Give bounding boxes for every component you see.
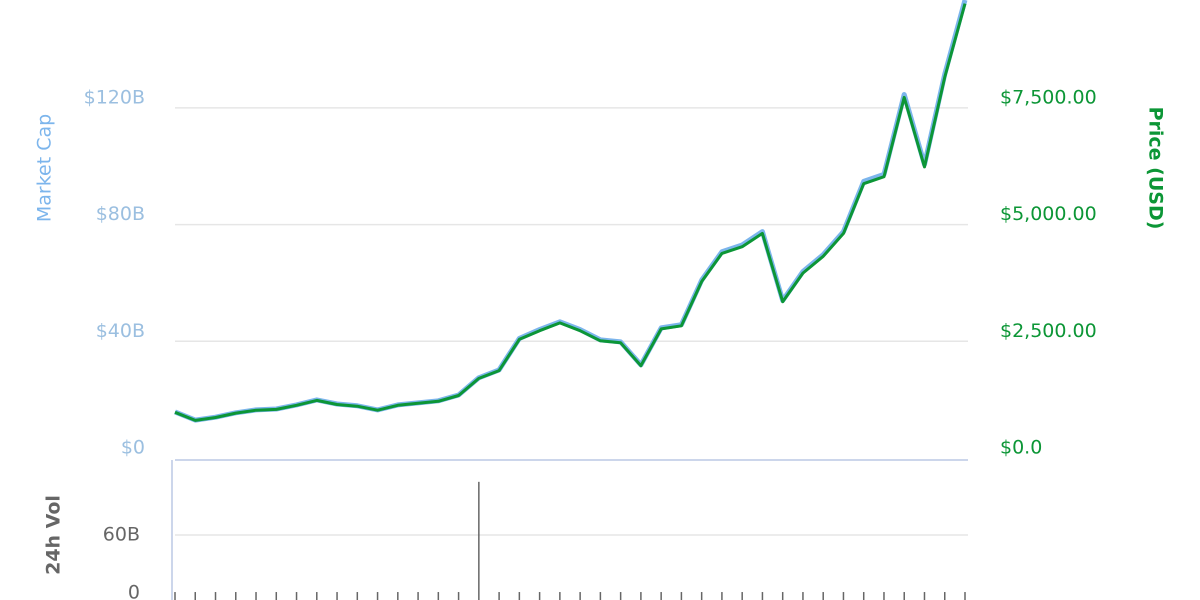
series-line [174,0,968,423]
volume-tick-label: 0 [128,582,140,600]
series-line [174,3,967,422]
y-tick-label: $0 [121,437,145,459]
volume-tick-label: 60B [103,524,140,546]
y2-tick-label: $2,500.00 [1000,320,1097,342]
volume-axis-title: 24h Vol [43,495,65,575]
y2-axis-title: Price (USD) [1145,107,1167,230]
y-tick-label: $40B [96,320,145,342]
y-axis-title: Market Cap [34,114,56,222]
y2-tick-label: $0.0 [1000,437,1042,459]
y-tick-label: $80B [96,203,145,225]
y2-tick-label: $5,000.00 [1000,203,1097,225]
y-tick-label: $120B [84,86,145,108]
y2-tick-label: $7,500.00 [1000,86,1097,108]
